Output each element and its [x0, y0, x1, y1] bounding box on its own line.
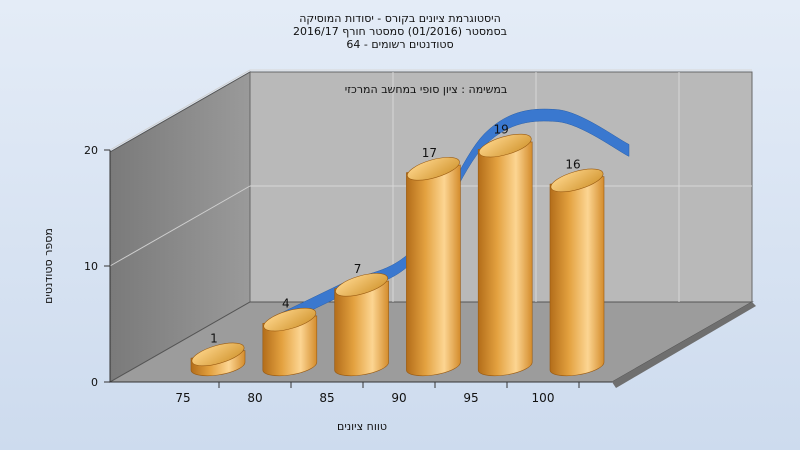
side-gridline: [109, 69, 251, 151]
bar-body: [334, 280, 389, 377]
bar-value-label: 17: [422, 146, 437, 160]
chart-title-line-2: בסמסטר (01/2016) סמסטר חורף 2016/17: [293, 25, 507, 38]
x-tick-label: 75: [175, 391, 190, 405]
x-tick-label: 90: [391, 391, 406, 405]
x-axis-ticks: 75 80 85 90 95 100: [175, 382, 580, 405]
chart-floor-edge: [612, 302, 756, 388]
x-tick-label: 95: [463, 391, 478, 405]
bar-top: [407, 157, 460, 181]
bar-top: [263, 307, 317, 332]
bar-top: [335, 273, 388, 297]
bar-0: 1: [190, 331, 246, 377]
bar-value-label: 16: [565, 157, 580, 171]
chart-title-line-1: היסטוגרמת ציונים בקורס - יסודות המוסיקה: [299, 12, 501, 25]
bars-group: 1 4 7 17 19 16: [190, 123, 605, 377]
bar-1: 4: [262, 297, 318, 377]
bar-5: 16: [549, 157, 605, 377]
chart-title-line-3: סטודנטים רשומים - 64: [346, 38, 453, 51]
bar-value-label: 1: [210, 331, 218, 345]
bar-2: 7: [334, 262, 389, 377]
x-tick-label: 85: [319, 391, 334, 405]
x-tick-label: 80: [247, 391, 262, 405]
bar-top: [191, 342, 245, 367]
y-axis-ticks: 0 10 20: [84, 144, 110, 389]
x-axis-label: טווח ציונים: [337, 420, 387, 433]
y-tick-label: 20: [84, 144, 98, 157]
side-gridline: [109, 185, 251, 267]
bar-value-label: 4: [282, 297, 290, 311]
bar-body: [549, 176, 605, 377]
bar-top: [550, 168, 604, 193]
bar-body: [477, 141, 533, 377]
y-tick-label: 10: [84, 260, 98, 273]
bar-value-label: 19: [494, 123, 509, 137]
bar-top: [478, 133, 532, 158]
chart-gridlines: [109, 69, 752, 302]
x-tick-label: 100: [532, 391, 555, 405]
chart-annotation: במשימה : ציון סופי במחשב המרכזי: [345, 83, 508, 96]
y-axis-label: מספר סטודנטים: [42, 228, 55, 304]
bar-value-label: 7: [354, 262, 362, 276]
bar-body: [406, 164, 461, 377]
bar-3: 17: [406, 146, 461, 377]
y-tick-label: 0: [91, 376, 98, 389]
bar-4: 19: [477, 123, 533, 377]
